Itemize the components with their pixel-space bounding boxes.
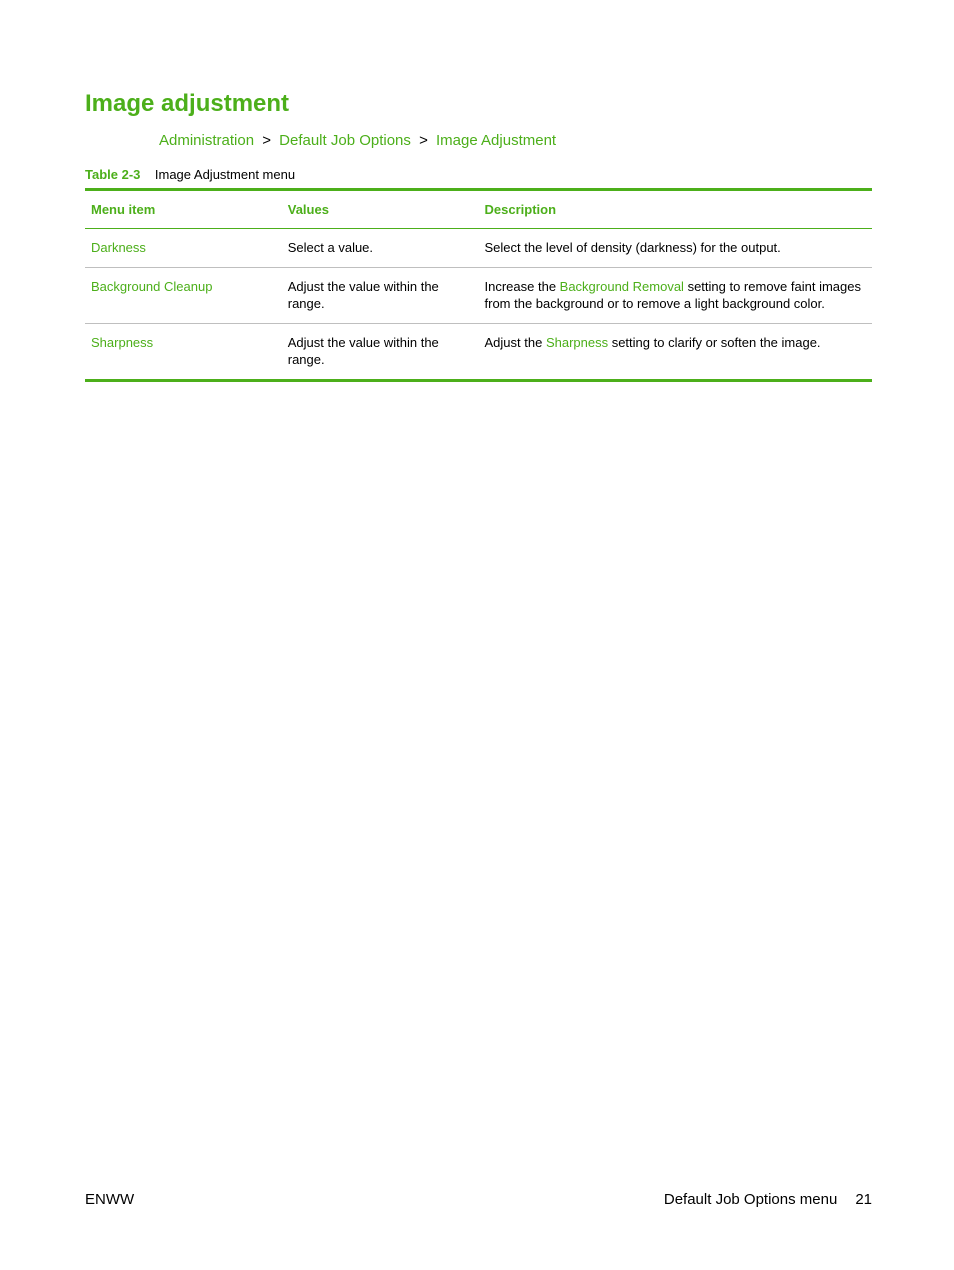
inline-link[interactable]: Background Removal: [560, 279, 684, 294]
menu-item-cell[interactable]: Darkness: [85, 229, 282, 268]
image-adjustment-table: Menu item Values Description DarknessSel…: [85, 188, 872, 382]
footer-left: ENWW: [85, 1191, 134, 1208]
footer-section-title: Default Job Options menu: [664, 1191, 837, 1208]
column-header-menu-item: Menu item: [85, 190, 282, 229]
values-cell: Adjust the value within the range.: [282, 267, 479, 323]
table-caption-label: Table 2-3: [85, 167, 140, 182]
column-header-description: Description: [479, 190, 873, 229]
footer-page-number: 21: [855, 1191, 872, 1208]
breadcrumb-separator: >: [415, 132, 432, 149]
page-heading: Image adjustment: [85, 90, 872, 118]
description-text: setting to clarify or soften the image.: [608, 335, 820, 350]
description-cell: Select the level of density (darkness) f…: [479, 229, 873, 268]
table-row: SharpnessAdjust the value within the ran…: [85, 323, 872, 380]
description-text: Increase the: [485, 279, 560, 294]
description-cell: Increase the Background Removal setting …: [479, 267, 873, 323]
breadcrumb-separator: >: [258, 132, 275, 149]
breadcrumb-item[interactable]: Administration: [159, 132, 254, 149]
menu-item-cell[interactable]: Background Cleanup: [85, 267, 282, 323]
column-header-values: Values: [282, 190, 479, 229]
table-caption-text: Image Adjustment menu: [155, 167, 295, 182]
values-cell: Select a value.: [282, 229, 479, 268]
table-row: DarknessSelect a value. Select the level …: [85, 229, 872, 268]
breadcrumb-item[interactable]: Image Adjustment: [436, 132, 556, 149]
description-text: Adjust the: [485, 335, 546, 350]
table-caption: Table 2-3 Image Adjustment menu: [85, 167, 872, 182]
values-cell: Adjust the value within the range.: [282, 323, 479, 380]
breadcrumb-item[interactable]: Default Job Options: [279, 132, 411, 149]
breadcrumb: Administration > Default Job Options > I…: [159, 132, 872, 149]
page-footer: ENWW Default Job Options menu 21: [85, 1191, 872, 1208]
description-text: Select the level of density (darkness) f…: [485, 240, 781, 255]
table-row: Background CleanupAdjust the value withi…: [85, 267, 872, 323]
inline-link[interactable]: Sharpness: [546, 335, 608, 350]
description-cell: Adjust the Sharpness setting to clarify …: [479, 323, 873, 380]
menu-item-cell[interactable]: Sharpness: [85, 323, 282, 380]
